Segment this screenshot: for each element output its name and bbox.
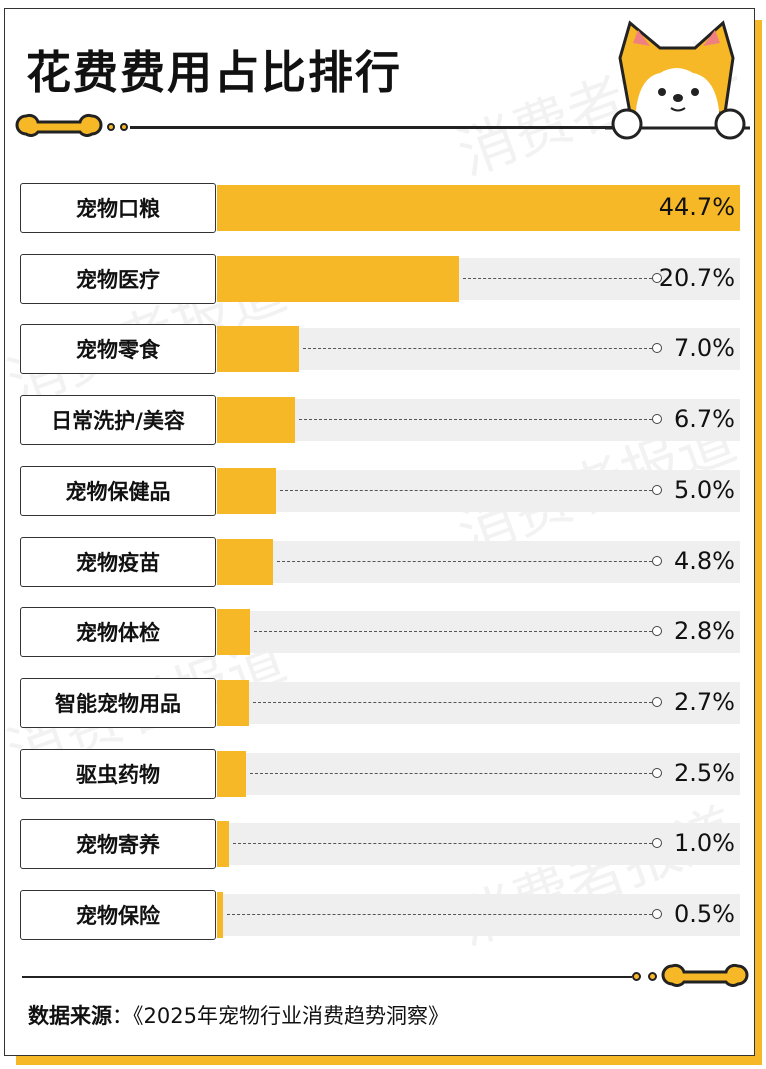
dashed-leader [299, 419, 652, 421]
dashed-leader [302, 348, 652, 350]
value-label: 44.7% [658, 193, 735, 221]
leader-dot [652, 484, 662, 495]
value-label: 6.7% [674, 405, 735, 434]
bone-icon [661, 963, 749, 987]
value-label: 0.5% [674, 900, 735, 928]
leader-dot [652, 909, 662, 919]
category-label: 宠物疫苗 [20, 536, 216, 587]
bar-row: 智能宠物用品 2.7% [20, 677, 740, 728]
source-label: 数据来源 [28, 1004, 112, 1028]
bar-row: 宠物体检 2.8% [20, 607, 740, 658]
value-label: 2.7% [674, 687, 735, 716]
dot-decoration [120, 123, 128, 131]
category-label: 宠物口粮 [20, 183, 216, 233]
bar-row: 宠物医疗 20.7% [20, 253, 740, 304]
value-label: 20.7% [658, 263, 735, 292]
bar-row: 宠物寄养 1.0% [20, 819, 740, 870]
card [4, 8, 755, 1056]
category-label: 日常洗护/美容 [20, 395, 216, 446]
bar-row: 宠物零食 7.0% [20, 324, 740, 375]
value-label: 5.0% [674, 475, 735, 504]
bar-row: 宠物保险 0.5% [20, 890, 740, 940]
leader-dot [652, 626, 662, 637]
category-label: 智能宠物用品 [20, 677, 216, 728]
leader-dot [652, 272, 662, 283]
bar [217, 185, 740, 231]
bar [217, 326, 299, 373]
dashed-leader [250, 772, 652, 774]
category-label: 驱虫药物 [20, 748, 216, 799]
dashed-leader [279, 489, 652, 491]
bar [217, 538, 274, 585]
leader-dot [652, 414, 662, 425]
dot-decoration [107, 123, 115, 131]
leader-dot [652, 767, 662, 778]
value-label: 2.5% [674, 758, 735, 787]
category-label: 宠物医疗 [20, 253, 216, 304]
bar-row: 日常洗护/美容 6.7% [20, 395, 740, 446]
footer-divider [22, 976, 632, 978]
source-separator: ： [112, 1004, 133, 1028]
data-source: 数据来源：《2025年宠物行业消费趋势洞察》 [28, 1000, 449, 1030]
category-label: 宠物体检 [20, 607, 216, 658]
category-label: 宠物保险 [20, 890, 216, 940]
dashed-leader [463, 277, 652, 279]
dashed-leader [232, 843, 652, 845]
category-label: 宠物寄养 [20, 819, 216, 870]
bar-row: 宠物疫苗 4.8% [20, 536, 740, 587]
leader-dot [652, 838, 662, 849]
dashed-leader [252, 701, 652, 703]
leader-dot [652, 343, 662, 354]
bar-row: 驱虫药物 2.5% [20, 748, 740, 799]
bar [217, 397, 296, 444]
bar [217, 467, 276, 514]
bar [217, 750, 247, 797]
value-label: 2.8% [674, 617, 735, 646]
value-label: 1.0% [674, 829, 735, 858]
dashed-leader [226, 914, 652, 915]
dashed-leader [277, 560, 652, 562]
bone-icon [15, 113, 103, 137]
dot-decoration [632, 972, 641, 981]
leader-dot [652, 555, 662, 566]
bar-row: 宠物口粮 44.7% [20, 183, 740, 233]
value-label: 7.0% [674, 334, 735, 363]
leader-dot [652, 696, 662, 707]
header-divider [130, 126, 620, 129]
dashed-leader [253, 631, 652, 633]
bar [217, 821, 229, 868]
bar [217, 609, 250, 656]
value-label: 4.8% [674, 546, 735, 575]
bar-row: 宠物保健品 5.0% [20, 465, 740, 516]
dot-decoration [648, 972, 657, 981]
chart-title: 花费费用占比排行 [26, 46, 403, 99]
dog-icon [605, 20, 750, 140]
source-text: 《2025年宠物行业消费趋势洞察》 [133, 1004, 449, 1028]
bar [217, 892, 223, 938]
bar [217, 679, 249, 726]
bar [217, 255, 460, 302]
category-label: 宠物保健品 [20, 465, 216, 516]
category-label: 宠物零食 [20, 324, 216, 375]
